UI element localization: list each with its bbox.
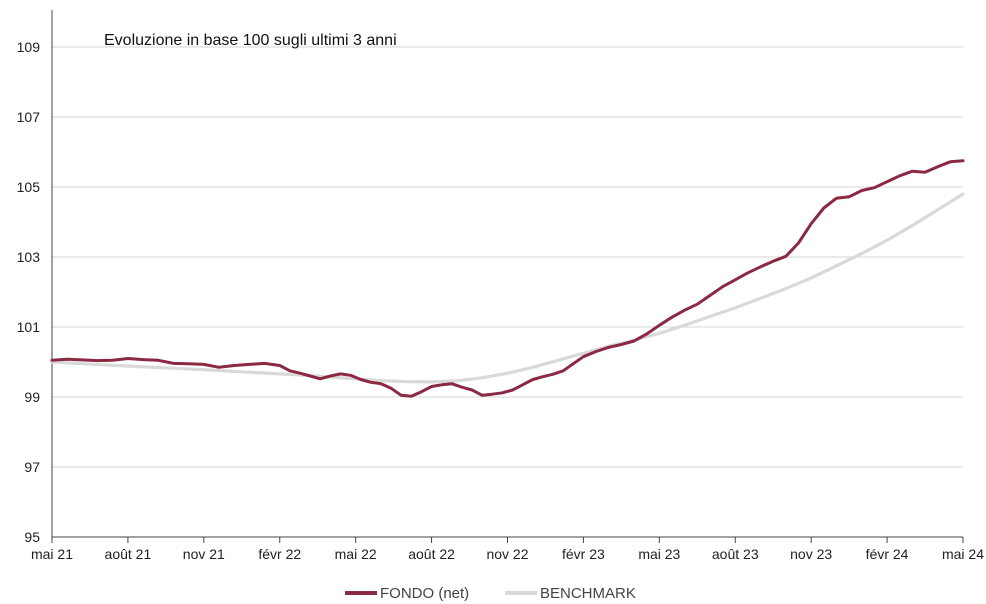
x-tick-label: août 22	[408, 546, 455, 562]
chart-title: Evoluzione in base 100 sugli ultimi 3 an…	[104, 32, 397, 49]
x-tick-label: févr 22	[258, 546, 301, 562]
y-tick-label: 101	[17, 319, 41, 335]
y-tick-label: 109	[17, 39, 41, 55]
series-line-benchmark	[50, 192, 965, 384]
series-lines	[50, 159, 965, 398]
y-axis-tick-labels: 95 97 99 101 103 105 107 109	[17, 39, 41, 545]
gridlines	[52, 46, 963, 468]
x-tick-label: mai 23	[638, 546, 680, 562]
x-tick-label: août 23	[712, 546, 759, 562]
x-tick-label: mai 21	[31, 546, 73, 562]
x-tick-label: févr 23	[562, 546, 605, 562]
y-tick-label: 105	[17, 179, 41, 195]
y-tick-label: 97	[24, 459, 40, 475]
x-tick-label: mai 22	[335, 546, 377, 562]
x-tick-label: nov 22	[486, 546, 528, 562]
x-tick-label: févr 24	[866, 546, 909, 562]
y-tick-label: 95	[24, 529, 40, 545]
legend: FONDO (net) BENCHMARK	[345, 585, 636, 602]
x-tick-label: nov 23	[790, 546, 832, 562]
y-tick-label: 99	[24, 389, 40, 405]
x-axis-tick-labels: mai 21 août 21 nov 21 févr 22 mai 22 août 22 n…	[31, 537, 984, 562]
legend-label: BENCHMARK	[540, 585, 636, 602]
x-tick-label: nov 21	[183, 546, 225, 562]
x-tick-label: août 21	[105, 546, 152, 562]
x-tick-label: mai 24	[942, 546, 984, 562]
legend-label: FONDO (net)	[380, 585, 469, 602]
y-tick-label: 103	[17, 249, 41, 265]
y-tick-label: 107	[17, 109, 41, 125]
series-line-fondo	[50, 159, 965, 398]
